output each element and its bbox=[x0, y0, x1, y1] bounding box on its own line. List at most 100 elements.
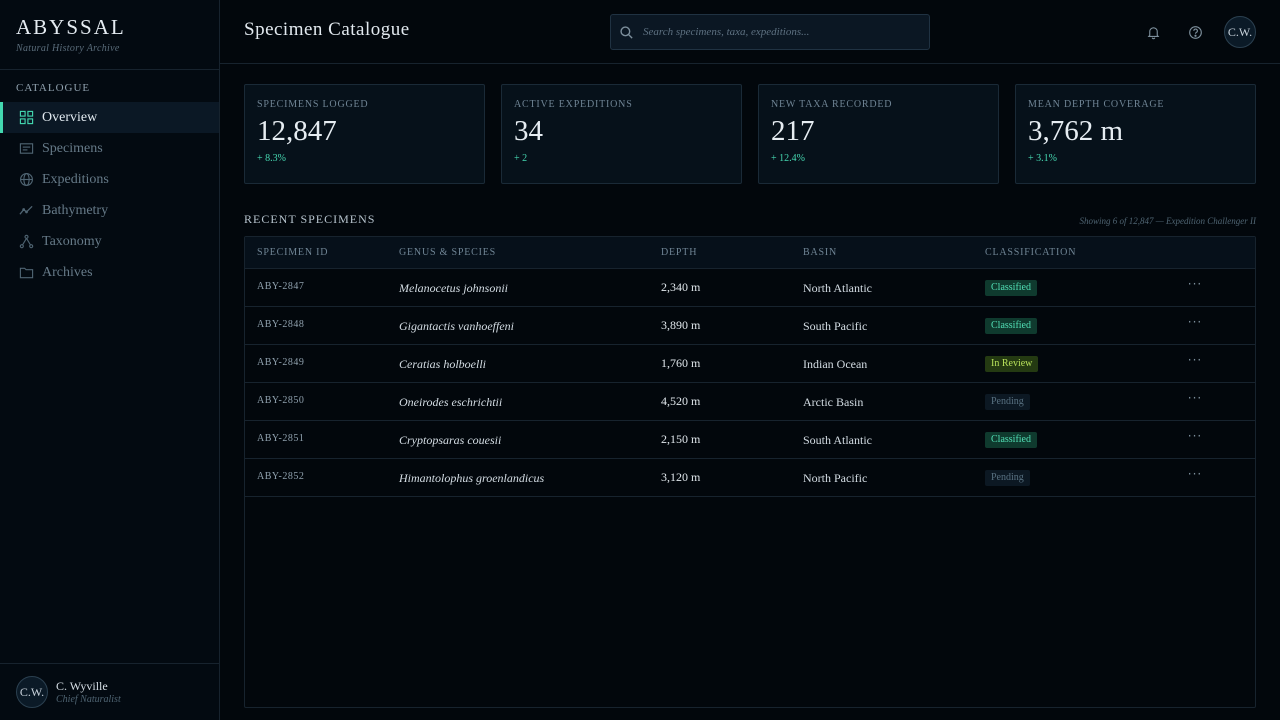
page-title: Specimen Catalogue bbox=[244, 19, 410, 40]
status-badge: Classified bbox=[985, 432, 1037, 448]
stat-label: NEW TAXA RECORDED bbox=[771, 99, 893, 110]
user-name: C. Wyville bbox=[56, 679, 108, 693]
table-row[interactable]: ABY-2847 Melanocetus johnsonii 2,340 m Nort… bbox=[245, 269, 1255, 307]
user-profile[interactable]: C.W. C. Wyville Chief Naturalist bbox=[0, 663, 219, 720]
sidebar-item-label: Archives bbox=[42, 264, 93, 280]
sidebar: ABYSSAL Natural History Archive CATALOGU… bbox=[0, 0, 220, 720]
stat-value: 3,762 m bbox=[1028, 115, 1124, 147]
species-name: Himantolophus groenlandicus bbox=[399, 471, 545, 485]
sidebar-item-expeditions[interactable]: Expeditions bbox=[0, 164, 219, 195]
specimen-id: ABY-2852 bbox=[257, 471, 305, 482]
basin-name: North Atlantic bbox=[803, 281, 872, 295]
stat-label: ACTIVE EXPEDITIONS bbox=[514, 99, 633, 110]
status-badge: Classified bbox=[985, 318, 1037, 334]
more-options-icon[interactable]: ··· bbox=[1187, 277, 1203, 291]
brand: ABYSSAL Natural History Archive bbox=[0, 0, 219, 70]
species-name: Gigantactis vanhoeffeni bbox=[399, 319, 514, 333]
depth-value: 3,120 m bbox=[661, 470, 701, 484]
status-badge: Pending bbox=[985, 394, 1030, 410]
column-header-basin[interactable]: BASIN bbox=[803, 247, 838, 258]
sidebar-item-specimens[interactable]: Specimens bbox=[0, 133, 219, 164]
folder-icon bbox=[18, 265, 34, 281]
sidebar-item-archives[interactable]: Archives bbox=[0, 257, 219, 288]
tree-icon bbox=[18, 234, 34, 250]
grid-icon bbox=[18, 110, 34, 126]
more-options-icon[interactable]: ··· bbox=[1187, 467, 1203, 481]
sidebar-item-label: Overview bbox=[42, 109, 98, 125]
stat-card-expeditions: ACTIVE EXPEDITIONS 34 + 2 bbox=[501, 84, 742, 184]
sidebar-item-label: Taxonomy bbox=[42, 233, 102, 249]
basin-name: North Pacific bbox=[803, 471, 868, 485]
depth-value: 2,150 m bbox=[661, 432, 701, 446]
table-row[interactable]: ABY-2851 Cryptopsaras couesii 2,150 m South… bbox=[245, 421, 1255, 459]
stat-label: MEAN DEPTH COVERAGE bbox=[1028, 99, 1165, 110]
sidebar-item-label: Specimens bbox=[42, 140, 103, 156]
stat-delta: + 8.3% bbox=[257, 153, 286, 164]
basin-name: Arctic Basin bbox=[803, 395, 864, 409]
stat-value: 12,847 bbox=[257, 115, 337, 147]
basin-name: South Atlantic bbox=[803, 433, 872, 447]
specimen-id: ABY-2851 bbox=[257, 433, 305, 444]
sidebar-item-label: Bathymetry bbox=[42, 202, 109, 218]
more-options-icon[interactable]: ··· bbox=[1187, 353, 1203, 367]
brand-subtitle: Natural History Archive bbox=[16, 43, 120, 54]
brand-title[interactable]: ABYSSAL bbox=[16, 15, 126, 39]
species-name: Melanocetus johnsonii bbox=[399, 281, 508, 295]
depth-value: 3,890 m bbox=[661, 318, 701, 332]
top-bar: Specimen Catalogue C.W. bbox=[220, 0, 1280, 64]
sidebar-item-taxonomy[interactable]: Taxonomy bbox=[0, 226, 219, 257]
section-title: RECENT SPECIMENS bbox=[244, 212, 376, 226]
species-name: Cryptopsaras couesii bbox=[399, 433, 502, 447]
more-options-icon[interactable]: ··· bbox=[1187, 391, 1203, 405]
table-row[interactable]: ABY-2848 Gigantactis vanhoeffeni 3,890 m So… bbox=[245, 307, 1255, 345]
status-badge: Pending bbox=[985, 470, 1030, 486]
stat-delta: + 2 bbox=[514, 153, 528, 164]
table-row[interactable]: ABY-2849 Ceratias holboelli 1,760 m Indian … bbox=[245, 345, 1255, 383]
stat-delta: + 3.1% bbox=[1028, 153, 1057, 164]
specimen-id: ABY-2848 bbox=[257, 319, 305, 330]
table-row[interactable]: ABY-2852 Himantolophus groenlandicus 3,120… bbox=[245, 459, 1255, 497]
basin-name: Indian Ocean bbox=[803, 357, 868, 371]
depth-value: 1,760 m bbox=[661, 356, 701, 370]
user-role: Chief Naturalist bbox=[56, 694, 121, 705]
stat-card-depth: MEAN DEPTH COVERAGE 3,762 m + 3.1% bbox=[1015, 84, 1256, 184]
search-input[interactable] bbox=[643, 26, 923, 38]
avatar[interactable]: C.W. bbox=[16, 676, 48, 708]
stat-card-taxa: NEW TAXA RECORDED 217 + 12.4% bbox=[758, 84, 999, 184]
depth-value: 2,340 m bbox=[661, 280, 701, 294]
search-box[interactable] bbox=[610, 14, 930, 50]
card-icon bbox=[18, 141, 34, 157]
sidebar-item-bathymetry[interactable]: Bathymetry bbox=[0, 195, 219, 226]
globe-icon bbox=[18, 172, 34, 188]
stat-delta: + 12.4% bbox=[771, 153, 805, 164]
column-header-species[interactable]: GENUS & SPECIES bbox=[399, 247, 497, 258]
table-header: SPECIMEN ID GENUS & SPECIES DEPTH BASIN … bbox=[245, 237, 1255, 269]
search-icon bbox=[619, 25, 634, 40]
specimen-id: ABY-2849 bbox=[257, 357, 305, 368]
sidebar-item-overview[interactable]: Overview bbox=[0, 102, 219, 133]
column-header-depth[interactable]: DEPTH bbox=[661, 247, 698, 258]
specimens-table: SPECIMEN ID GENUS & SPECIES DEPTH BASIN … bbox=[244, 236, 1256, 708]
column-header-classification[interactable]: CLASSIFICATION bbox=[985, 247, 1077, 258]
bell-icon[interactable] bbox=[1144, 23, 1162, 41]
stat-value: 217 bbox=[771, 115, 815, 147]
basin-name: South Pacific bbox=[803, 319, 868, 333]
status-badge: In Review bbox=[985, 356, 1039, 372]
species-name: Oneirodes eschrichtii bbox=[399, 395, 503, 409]
specimen-id: ABY-2850 bbox=[257, 395, 305, 406]
header-avatar[interactable]: C.W. bbox=[1224, 16, 1256, 48]
stat-card-specimens: SPECIMENS LOGGED 12,847 + 8.3% bbox=[244, 84, 485, 184]
column-header-id[interactable]: SPECIMEN ID bbox=[257, 247, 329, 258]
depth-value: 4,520 m bbox=[661, 394, 701, 408]
help-icon[interactable] bbox=[1186, 23, 1204, 41]
sidebar-item-label: Expeditions bbox=[42, 171, 109, 187]
status-badge: Classified bbox=[985, 280, 1037, 296]
more-options-icon[interactable]: ··· bbox=[1187, 429, 1203, 443]
stat-label: SPECIMENS LOGGED bbox=[257, 99, 369, 110]
table-row[interactable]: ABY-2850 Oneirodes eschrichtii 4,520 m Arct… bbox=[245, 383, 1255, 421]
table-summary: Showing 6 of 12,847 — Expedition Challen… bbox=[1079, 216, 1256, 226]
more-options-icon[interactable]: ··· bbox=[1187, 315, 1203, 329]
stat-value: 34 bbox=[514, 115, 543, 147]
species-name: Ceratias holboelli bbox=[399, 357, 486, 371]
specimen-id: ABY-2847 bbox=[257, 281, 305, 292]
